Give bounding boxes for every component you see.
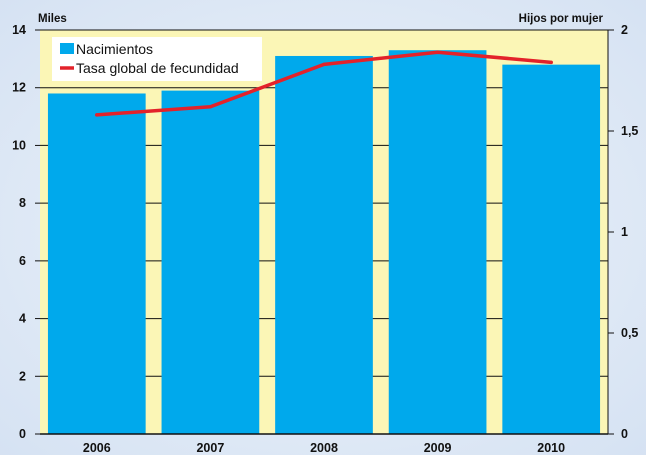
left-axis-tick-label: 14 <box>12 23 26 37</box>
legend: Nacimientos Tasa global de fecundidad <box>52 37 262 81</box>
right-axis-tick-label: 2 <box>621 23 628 37</box>
x-axis-category-label: 2007 <box>196 441 224 455</box>
legend-swatch-nacimientos <box>60 43 74 54</box>
x-axis-category-label: 2008 <box>310 441 338 455</box>
left-axis-tick-label: 6 <box>19 254 26 268</box>
line-point <box>436 50 440 54</box>
line-point <box>208 105 212 109</box>
right-axis-tick-label: 1 <box>621 225 628 239</box>
right-axis-unit-label: Hijos por mujer <box>519 13 604 25</box>
bar-2010 <box>502 64 601 434</box>
x-axis-category-label: 2009 <box>424 441 452 455</box>
left-axis-tick-label: 10 <box>12 138 26 152</box>
left-axis-tick-label: 2 <box>19 369 26 383</box>
legend-label-tasa-fecundidad: Tasa global de fecundidad <box>76 60 239 76</box>
x-axis-category-label: 2006 <box>83 441 111 455</box>
bar-2008 <box>275 55 373 434</box>
bar-2006 <box>47 93 146 434</box>
right-axis-tick-label: 0 <box>621 427 628 441</box>
left-axis-unit-label: Miles <box>38 13 67 25</box>
right-axis-tick-label: 0,5 <box>621 326 638 340</box>
line-point <box>95 113 99 117</box>
right-axis-tick-label: 1,5 <box>621 124 638 138</box>
left-axis-tick-label: 12 <box>12 81 26 95</box>
left-axis-tick-label: 4 <box>19 312 26 326</box>
line-point <box>549 60 553 64</box>
bar-2009 <box>388 50 487 434</box>
legend-label-nacimientos: Nacimientos <box>76 41 153 57</box>
bar-2007 <box>161 90 260 434</box>
x-axis-category-label: 2010 <box>537 441 565 455</box>
left-axis-tick-label: 0 <box>19 427 26 441</box>
legend-box <box>52 37 262 81</box>
line-point <box>322 62 326 66</box>
left-axis-tick-label: 8 <box>19 196 26 210</box>
